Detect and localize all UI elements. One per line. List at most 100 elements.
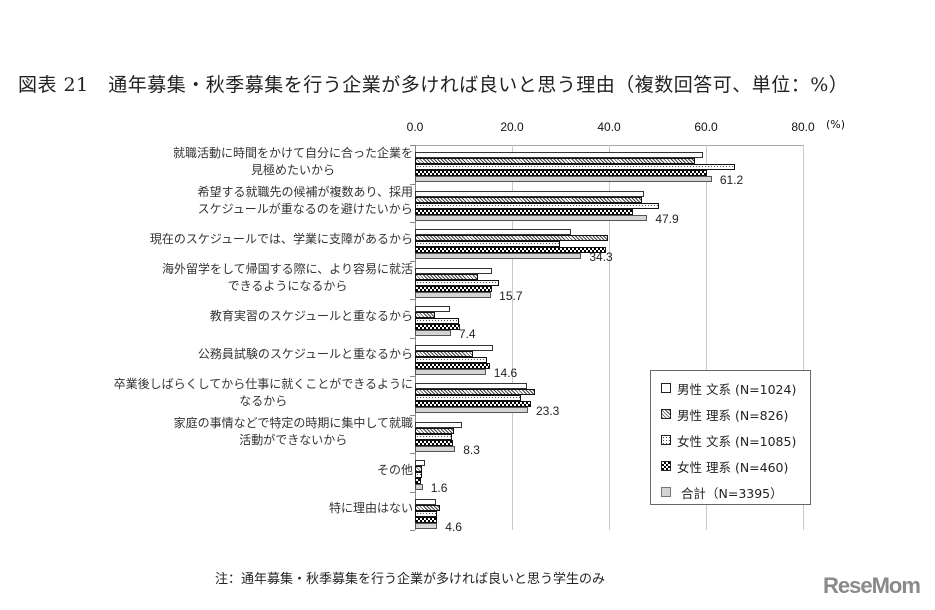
bar (415, 235, 609, 241)
category-label: 卒業後しばらくしてから仕事に就くことができるように なるから (113, 377, 413, 409)
bar (415, 433, 452, 440)
bar (415, 395, 522, 401)
bar (415, 267, 493, 274)
legend-label: 合計（N=3395） (681, 485, 783, 501)
legend-label: 男性 文系 (N=1024) (677, 381, 797, 397)
total-value-label: 4.6 (445, 519, 462, 534)
bar (415, 312, 435, 318)
legend-label: 女性 理系 (N=460) (677, 459, 789, 475)
bar (415, 484, 423, 490)
x-tick: 20.0 (500, 120, 524, 134)
bar (415, 516, 437, 523)
plot-area: 61.2 47.9 34.3 15.7 7.4 14.6 23.3 8.3 1.6 4.6 (410, 145, 804, 534)
bar (415, 362, 491, 369)
y-tick (410, 453, 415, 454)
bar-group: 34.3 (415, 222, 803, 264)
bar (415, 356, 487, 363)
bar (415, 510, 437, 517)
y-tick (410, 299, 415, 300)
bar-group: 14.6 (415, 338, 803, 380)
bar (415, 504, 441, 511)
total-value-label: 15.7 (499, 288, 523, 303)
bar (415, 427, 454, 434)
y-tick (410, 376, 415, 377)
bar (415, 330, 451, 336)
bar-group: 47.9 (415, 184, 803, 226)
resemom-logo: ReseMom (823, 573, 921, 598)
legend-item-male-science: 男性 理系 (N=826) (661, 401, 810, 427)
legend-label: 男性 理系 (N=826) (677, 407, 789, 423)
x-tick: 0.0 (406, 120, 424, 134)
total-value-label: 14.6 (493, 365, 518, 380)
bar-group: 1.6 (415, 453, 803, 495)
bar (415, 285, 493, 292)
total-value-label: 7.4 (458, 327, 476, 341)
bar (415, 279, 499, 286)
bar (415, 344, 494, 351)
bar (415, 368, 486, 375)
category-label: 就職活動に時間をかけて自分に合った企業を 見極めたいから (172, 146, 413, 178)
legend-item-male-humanities: 男性 文系 (N=1024) (661, 375, 810, 401)
bar (415, 498, 436, 505)
bar (415, 389, 535, 395)
bar (415, 306, 450, 312)
bar (415, 208, 634, 215)
y-tick (410, 222, 415, 223)
total-value-label: 1.6 (430, 481, 448, 495)
bar-group: 8.3 (415, 415, 803, 457)
y-tick (410, 337, 415, 339)
bar (415, 439, 453, 446)
legend-swatch-hatch (661, 409, 671, 419)
category-label: 教育実習のスケジュールと重なるから (209, 308, 413, 323)
legend-label: 女性 文系 (N=1085) (677, 433, 797, 449)
category-label: 希望する就職先の候補が複数あり、採用 スケジュールが重なるのを避けたいから (197, 184, 413, 216)
bar (415, 170, 707, 176)
total-value-label: 8.3 (463, 442, 480, 457)
bar (415, 152, 704, 158)
bar (415, 273, 479, 280)
y-tick (410, 414, 415, 416)
bar-group: 7.4 (415, 299, 803, 341)
bar (415, 176, 712, 182)
bar (415, 466, 422, 472)
bar-group: 15.7 (415, 261, 803, 303)
category-label: 現在のスケジュールでは、学業に支障があるから (149, 231, 413, 246)
bar (415, 158, 695, 164)
bar (415, 214, 648, 221)
bar (415, 478, 421, 484)
legend-swatch-gray (661, 487, 671, 497)
gridline (609, 145, 610, 530)
x-tick: 40.0 (597, 120, 621, 134)
bar (415, 229, 572, 235)
gridline (706, 145, 707, 530)
x-axis-unit: (%) (826, 118, 846, 131)
y-tick (410, 491, 415, 493)
y-axis (415, 145, 416, 530)
bar (415, 460, 426, 466)
bar (415, 241, 560, 247)
bar (415, 445, 456, 452)
x-tick: 80.0 (791, 120, 815, 134)
bar (415, 407, 528, 413)
bar (415, 196, 642, 203)
bar (415, 318, 460, 324)
legend-swatch-dots (661, 435, 671, 445)
category-label: その他 (376, 462, 413, 477)
gridline (803, 145, 804, 530)
category-label: 家庭の事情などで特定の時期に集中して就職 活動ができないから (173, 415, 413, 447)
category-label: 公務員試験のスケジュールと重なるから (197, 347, 413, 362)
category-label: 海外留学をして帰国する際に、より容易に就活 できるようになるから (161, 261, 413, 293)
y-tick (410, 145, 415, 146)
bar (415, 324, 461, 330)
bar (415, 522, 438, 529)
bar (415, 350, 474, 357)
total-value-label: 61.2 (719, 173, 744, 187)
total-value-label: 47.9 (655, 211, 679, 226)
bar (415, 472, 422, 478)
bar (415, 247, 607, 253)
legend-item-female-science: 女性 理系 (N=460) (661, 453, 810, 479)
legend-item-total: 合計（N=3395） (661, 479, 810, 505)
bar-group: 23.3 (415, 376, 803, 418)
total-value-label: 34.3 (589, 250, 613, 264)
bar (415, 383, 528, 389)
